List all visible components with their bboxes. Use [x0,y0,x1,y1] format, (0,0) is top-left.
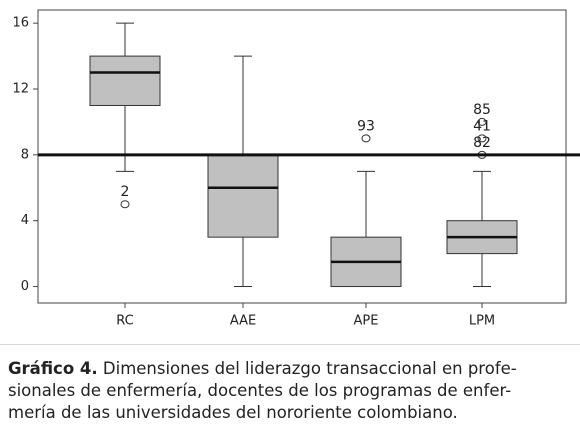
box [207,154,279,238]
outlier-label: 2 [121,184,130,200]
y-tick-label: 4 [21,213,29,228]
caption-label: Gráfico 4. [8,359,98,378]
caption-text: Dimensiones del liderazgo transaccional … [102,359,517,378]
outlier [120,200,130,209]
plot-frame [37,9,567,304]
caption-line: Gráfico 4. Dimensiones del liderazgo tra… [8,358,574,380]
y-tick-label: 8 [21,147,29,162]
x-tick-label: AAE [230,314,256,329]
outlier-label: 41 [473,118,491,134]
separator [0,344,580,345]
outlier [477,117,487,126]
x-tick-label: RC [116,314,133,329]
caption: Gráfico 4. Dimensiones del liderazgo tra… [8,358,574,424]
box [89,55,161,106]
x-tick-label: APE [354,314,379,329]
caption-line: sionales de enfermería, docentes de los … [8,381,512,400]
outlier-label: 93 [357,118,375,134]
outlier-label: 82 [473,135,491,151]
caption-line: mería de las universidades del nororient… [8,403,458,422]
x-tick-label: LPM [469,314,495,329]
outlier [477,134,487,143]
outlier-label: 85 [473,102,491,118]
y-tick-label: 0 [21,279,29,294]
y-tick-label: 12 [12,82,29,97]
outlier [361,134,371,143]
y-tick-label: 16 [12,16,29,31]
